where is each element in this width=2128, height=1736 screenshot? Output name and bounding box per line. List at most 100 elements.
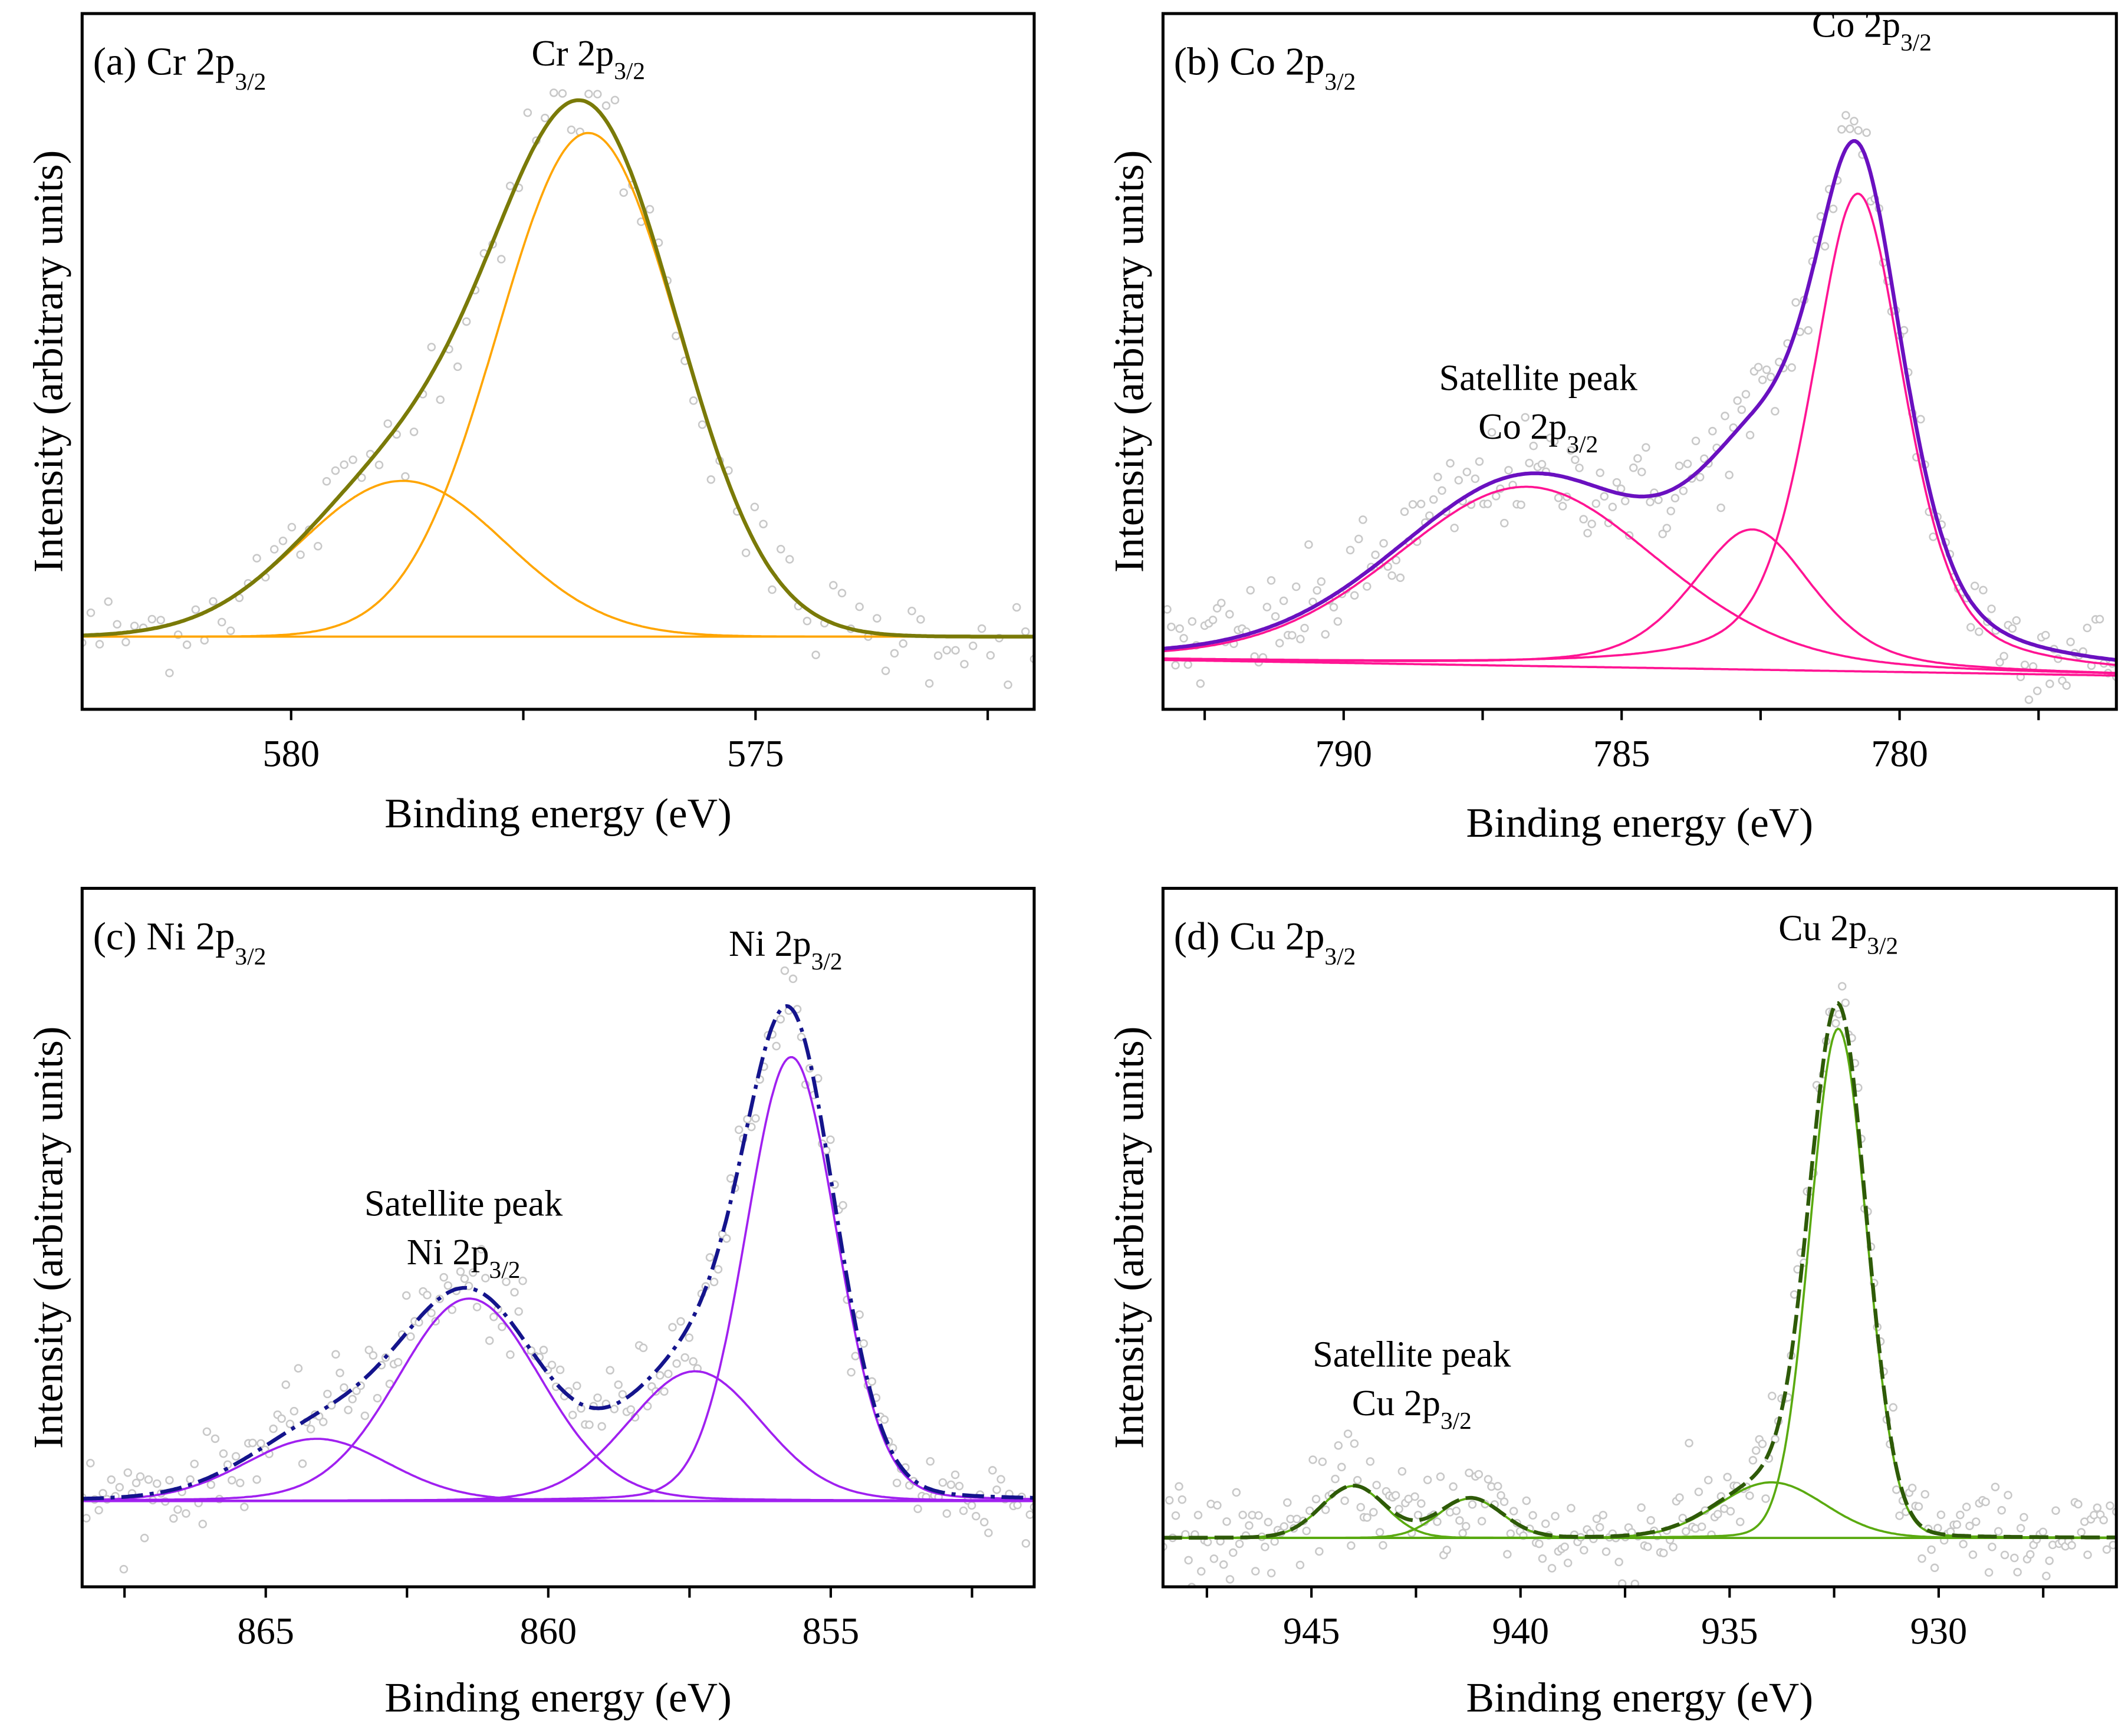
- data-point: [626, 1405, 636, 1414]
- data-point: [1745, 1491, 1754, 1500]
- data-point: [1917, 1554, 1926, 1563]
- annotation-subscript: 3/2: [1900, 29, 1932, 56]
- data-point: [568, 1410, 577, 1419]
- x-tick-label: 935: [1701, 1610, 1758, 1652]
- data-point: [1758, 1439, 1767, 1448]
- data-point: [1927, 1545, 1936, 1554]
- data-point: [2042, 1571, 2051, 1580]
- data-point: [777, 545, 785, 554]
- plot-area: [82, 88, 1034, 689]
- data-point: [374, 461, 384, 469]
- data-point: [967, 1501, 976, 1510]
- data-point: [926, 1457, 935, 1466]
- data-point: [1646, 497, 1655, 507]
- data-point: [182, 640, 192, 649]
- data-point: [1193, 1511, 1203, 1520]
- data-point: [1004, 680, 1012, 689]
- data-point: [1025, 1510, 1034, 1519]
- data-point: [1413, 1511, 1423, 1520]
- data-point: [1646, 1516, 1655, 1525]
- envelope-fit-line: [1163, 1001, 2117, 1540]
- data-point: [1791, 298, 1800, 307]
- data-point: [1933, 1524, 1942, 1533]
- data-point: [1461, 1521, 1471, 1531]
- data-point: [946, 1480, 956, 1490]
- component-peak-1: [1163, 1027, 2117, 1539]
- data-point: [1021, 1539, 1031, 1548]
- annotation-peak-label: Ni 2p3/2: [729, 924, 843, 975]
- data-point: [881, 666, 890, 675]
- data-point: [938, 1478, 948, 1487]
- data-point: [191, 605, 200, 614]
- data-point: [1308, 1455, 1317, 1464]
- data-point: [369, 1351, 378, 1360]
- annotation-peak-label: Co 2p3/2: [1478, 407, 1598, 458]
- panel-title: (d) Cu 2p3/2: [1174, 915, 1356, 969]
- data-point: [2024, 695, 2034, 704]
- data-point: [1471, 474, 1480, 484]
- data-point: [165, 1475, 174, 1485]
- data-point: [916, 615, 925, 624]
- data-point: [1965, 1521, 1974, 1530]
- data-point: [1580, 1546, 1588, 1555]
- data-point: [1850, 117, 1859, 126]
- data-point: [1630, 1579, 1640, 1587]
- data-point: [1383, 562, 1392, 571]
- data-point: [676, 1317, 685, 1326]
- data-point: [1914, 1502, 1923, 1511]
- data-point: [933, 651, 943, 660]
- data-point: [1396, 573, 1405, 583]
- data-point: [1889, 1403, 1897, 1412]
- data-point: [2038, 1527, 2048, 1537]
- data-point: [1208, 616, 1218, 624]
- data-point: [2083, 623, 2092, 633]
- data-point: [1267, 576, 1276, 585]
- data-point: [709, 1277, 719, 1287]
- data-point: [123, 1468, 133, 1477]
- data-point: [855, 602, 864, 611]
- data-point: [2077, 1528, 2086, 1537]
- data-point: [1768, 1392, 1777, 1400]
- data-point: [393, 1357, 403, 1367]
- data-point: [743, 1114, 752, 1124]
- data-point: [1183, 660, 1192, 669]
- data-point: [1726, 1507, 1735, 1516]
- data-point: [1525, 458, 1534, 468]
- data-point: [401, 472, 410, 481]
- data-point: [1371, 550, 1380, 560]
- data-point: [822, 1146, 831, 1155]
- data-point: [427, 1308, 436, 1317]
- data-point: [505, 182, 515, 190]
- data-point: [1608, 502, 1617, 511]
- data-point: [1209, 1554, 1219, 1563]
- data-point: [1751, 1446, 1761, 1455]
- data-point: [996, 1475, 1005, 1484]
- data-point: [406, 1332, 415, 1341]
- data-point: [281, 1380, 291, 1389]
- data-point: [1567, 1504, 1576, 1513]
- data-point: [992, 1485, 1001, 1494]
- annotation-satellite-label: Satellite peak: [1313, 1334, 1511, 1375]
- data-point: [1163, 605, 1172, 614]
- data-point: [402, 1291, 411, 1300]
- data-point: [899, 639, 907, 648]
- data-point: [1379, 1541, 1387, 1550]
- data-point: [680, 1353, 689, 1362]
- data-point: [252, 1475, 261, 1484]
- data-point: [1509, 1507, 1518, 1515]
- data-point: [86, 1458, 95, 1468]
- data-point: [984, 1528, 993, 1537]
- data-point: [2008, 624, 2017, 633]
- data-point: [1350, 1439, 1359, 1448]
- data-point: [277, 1414, 286, 1423]
- data-point: [1295, 1560, 1305, 1570]
- annotation-subscript: 3/2: [811, 948, 843, 975]
- annotation-peak-label: Cu 2p3/2: [1778, 909, 1898, 959]
- data-point: [219, 1449, 228, 1458]
- data-point: [1675, 461, 1684, 471]
- x-tick-label: 940: [1492, 1610, 1549, 1652]
- data-point: [1171, 1511, 1180, 1520]
- data-point: [618, 1390, 627, 1399]
- data-point: [1591, 499, 1601, 508]
- data-point: [2041, 630, 2050, 640]
